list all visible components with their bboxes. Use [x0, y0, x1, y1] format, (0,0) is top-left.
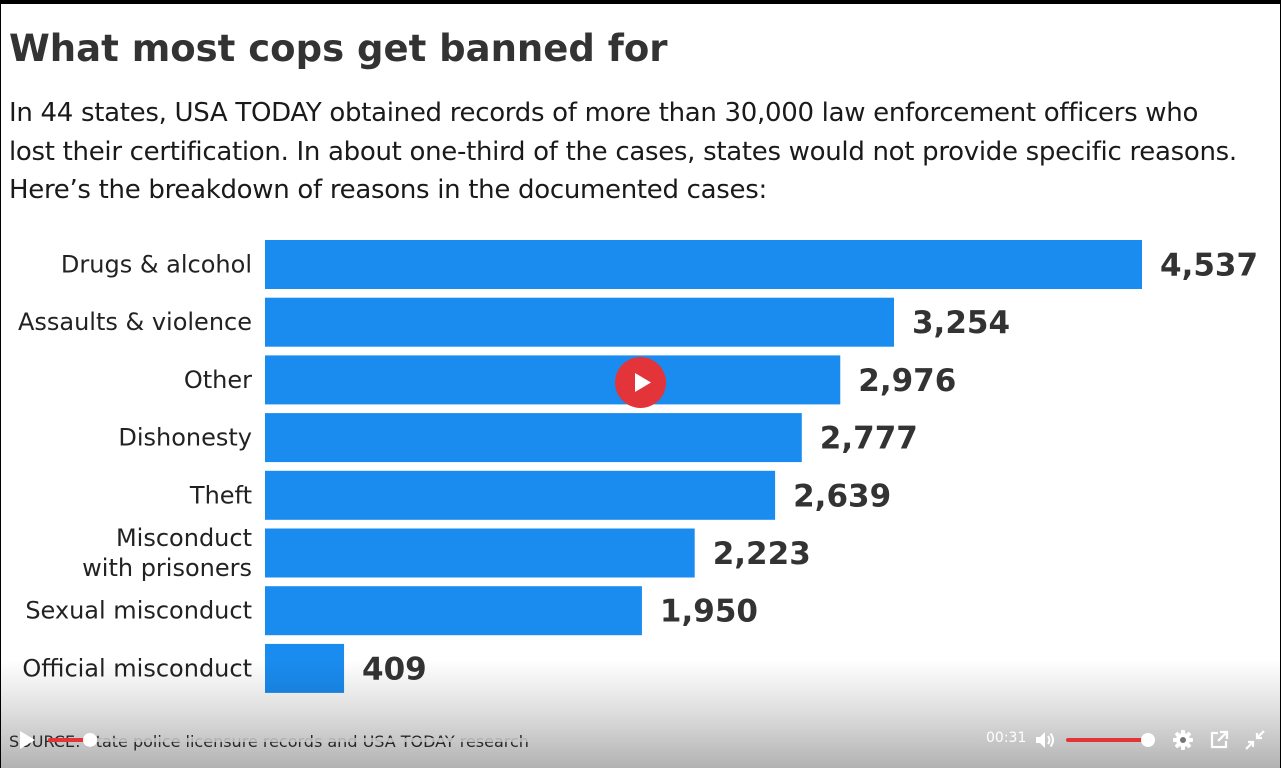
- bar-chart: Drugs & alcohol 4,537 Assaults & violence 3…: [18, 240, 1258, 693]
- center-play-button[interactable]: [615, 357, 666, 408]
- category-label: Sexual misconduct: [25, 597, 252, 625]
- mute-button[interactable]: [1034, 729, 1056, 751]
- video-frame[interactable]: What most cops get banned for In 44 stat…: [1, 4, 1280, 768]
- bar-6: [265, 586, 642, 636]
- popout-icon: [1210, 730, 1229, 749]
- category-label: Assaults & violence: [18, 308, 252, 336]
- infographic-subtitle: In 44 states, USA TODAY obtained records…: [9, 98, 1237, 205]
- category-label: Misconduct with prisoners: [82, 524, 252, 582]
- value-label: 4,537: [1160, 248, 1258, 284]
- settings-button[interactable]: [1172, 729, 1194, 751]
- category-label: Theft: [189, 481, 252, 509]
- play-icon: [635, 373, 651, 392]
- time-display: 00:31: [986, 730, 1027, 746]
- bar-2: [265, 355, 841, 405]
- value-label: 2,777: [820, 421, 918, 457]
- category-label: Dishonesty: [118, 424, 252, 452]
- exit-fullscreen-icon: [1245, 730, 1265, 750]
- category-label: Drugs & alcohol: [61, 251, 252, 279]
- category-label: Other: [184, 366, 252, 394]
- progress-scrubber[interactable]: [82, 733, 97, 747]
- bar-4: [265, 470, 776, 520]
- bar-5: [265, 528, 695, 578]
- value-label: 2,223: [713, 536, 811, 572]
- bar-3: [265, 413, 802, 463]
- progress-bar[interactable]: [48, 733, 978, 747]
- settings-gear-icon: [1173, 730, 1193, 750]
- infographic-title: What most cops get banned for: [9, 27, 668, 70]
- bar-1: [265, 297, 894, 347]
- progress-fill: [48, 738, 90, 742]
- play-button[interactable]: [14, 728, 40, 752]
- category-label: Official misconduct: [22, 654, 252, 682]
- exit-fullscreen-button[interactable]: [1244, 729, 1266, 751]
- bar-0: [265, 240, 1142, 289]
- value-label: 3,254: [912, 305, 1010, 341]
- value-label: 409: [362, 651, 427, 687]
- popout-button[interactable]: [1208, 729, 1230, 751]
- value-label: 2,976: [858, 363, 956, 399]
- value-label: 1,950: [660, 594, 758, 630]
- volume-fill: [1066, 738, 1148, 742]
- volume-handle[interactable]: [1140, 733, 1155, 747]
- volume-slider[interactable]: [1066, 733, 1155, 747]
- value-label: 2,639: [793, 478, 891, 514]
- play-icon: [20, 731, 35, 749]
- volume-icon: [1036, 732, 1054, 748]
- bar-7: [265, 643, 345, 693]
